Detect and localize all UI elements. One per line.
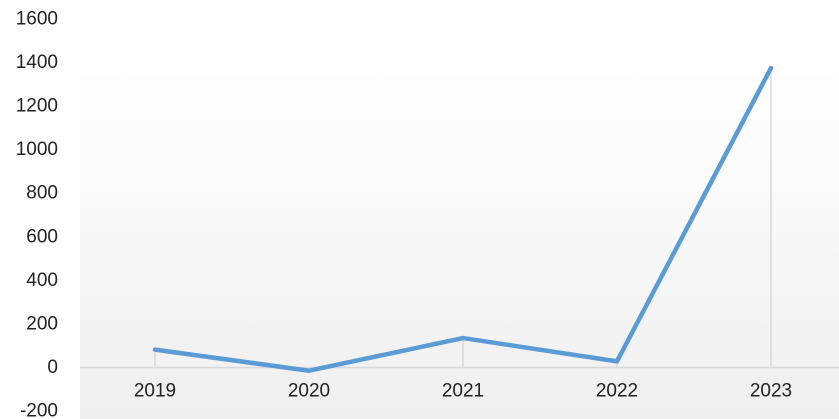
y-axis-tick-labels: -200 0 200 400 600 800 1000 1200 1400 1600 — [16, 9, 58, 419]
y-tick-label: 1000 — [16, 139, 58, 160]
y-tick-label: 1600 — [16, 9, 58, 30]
y-tick-label: -200 — [20, 401, 58, 419]
series-line — [152, 65, 774, 373]
x-tick-label: 2021 — [442, 381, 484, 402]
x-tick-label: 2020 — [288, 381, 330, 402]
x-tick-label: 2023 — [750, 381, 792, 402]
y-tick-label: 800 — [26, 183, 58, 204]
series-group — [152, 65, 774, 373]
y-tick-label: 1400 — [16, 52, 58, 73]
x-tick-label: 2022 — [596, 381, 638, 402]
plot-area — [80, 68, 839, 419]
y-tick-label: 600 — [26, 226, 58, 247]
y-tick-label: 1200 — [16, 96, 58, 117]
y-tick-label: 200 — [26, 313, 58, 334]
x-tick-label: 2019 — [134, 381, 176, 402]
y-tick-label: 400 — [26, 270, 58, 291]
x-axis-tick-labels: 2019 2020 2021 2022 2023 — [134, 381, 792, 402]
y-tick-label: 0 — [47, 357, 58, 378]
